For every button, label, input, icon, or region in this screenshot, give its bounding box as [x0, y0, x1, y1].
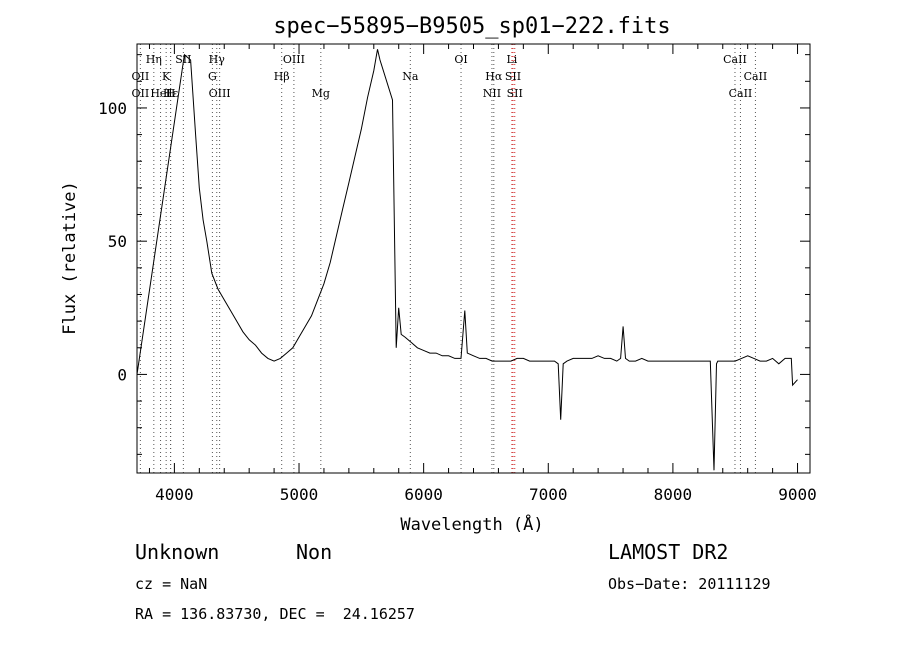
x-tick-label: 6000 [404, 485, 443, 504]
line-label-sii: SII [505, 70, 521, 83]
line-label-oii: OII [132, 70, 150, 83]
line-label-hβ: Hβ [274, 70, 290, 83]
class-label: Unknown [135, 540, 220, 564]
x-tick-label: 4000 [155, 485, 194, 504]
y-tick-label: 0 [117, 365, 127, 384]
line-label-oiii: OIII [209, 87, 231, 100]
line-label-caii: CaII [729, 87, 753, 100]
line-label-hη: Hη [146, 53, 162, 66]
line-label-hα: Hα [485, 70, 503, 83]
line-label-oi: OI [454, 53, 467, 66]
x-tick-label: 8000 [654, 485, 693, 504]
line-label-nii: NII [483, 87, 501, 100]
survey-label: LAMOST DR2 [608, 540, 729, 564]
y-axis-label: Flux (relative) [60, 181, 80, 335]
line-label-hei: HeI [150, 87, 170, 100]
x-tick-label: 7000 [529, 485, 568, 504]
line-label-sii: SII [507, 87, 523, 100]
y-tick-label: 50 [108, 232, 127, 251]
line-label-caii: CaII [723, 53, 747, 66]
spectrum-line-0 [136, 49, 798, 471]
line-label-g: G [208, 70, 217, 83]
axis-ticks: 4000 5000 6000 7000 8000 9000 0 50 100 [98, 44, 817, 504]
coords-label: RA = 136.83730, DEC = 24.16257 [135, 605, 415, 623]
line-label-oii: OII [132, 87, 150, 100]
line-label-sii: SII [175, 53, 191, 66]
line-label-h: H [166, 87, 176, 100]
plot-frame [136, 43, 811, 474]
line-label-caii: CaII [744, 70, 768, 83]
chart-title: spec−55895−B9505_sp01−222.fits [273, 14, 670, 39]
x-tick-label: 9000 [778, 485, 817, 504]
subclass-label: Non [296, 540, 333, 564]
x-tick-label: 5000 [280, 485, 319, 504]
line-label-hε: Hε [163, 87, 179, 100]
spectral-line-markers [139, 44, 756, 473]
spectrum-series [136, 49, 798, 471]
line-label-na: Na [402, 70, 419, 83]
line-label-hγ: Hγ [209, 53, 226, 66]
cz-label: cz = NaN [135, 575, 208, 593]
y-tick-label: 100 [98, 99, 127, 118]
line-label-li: Li [506, 53, 517, 66]
obs-date-label: Obs−Date: 20111129 [608, 575, 771, 593]
line-label-mg: Mg [312, 87, 330, 100]
line-label-k: K [162, 70, 171, 83]
line-label-oiii: OIII [283, 53, 305, 66]
x-axis-label: Wavelength (Å) [400, 513, 543, 535]
